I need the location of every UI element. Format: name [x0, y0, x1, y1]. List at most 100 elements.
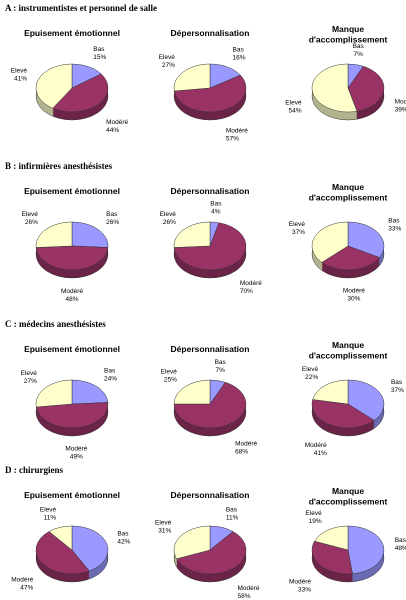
- value-label: 58%: [238, 593, 251, 600]
- category-label: Modéré: [240, 280, 262, 287]
- value-label: 44%: [106, 127, 119, 134]
- category-label: Elevé: [302, 366, 319, 373]
- pie-slice: [347, 65, 385, 112]
- value-label: 27%: [24, 378, 37, 385]
- chart-title: Manque d'accomplissement: [309, 340, 388, 361]
- category-label: Modéré: [226, 128, 248, 135]
- category-label: Bas: [215, 359, 227, 366]
- category-label: Elevé: [160, 211, 177, 218]
- category-label: Elevé: [11, 67, 28, 74]
- pie-slice: [35, 402, 109, 429]
- value-label: 48%: [395, 545, 406, 552]
- pie-slice: [48, 525, 73, 551]
- pie-slice: [173, 221, 211, 248]
- chart-title: Epuisement émotionnel: [24, 28, 120, 38]
- value-label: 26%: [106, 219, 119, 226]
- value-label: 41%: [14, 75, 27, 82]
- category-label: Elevé: [22, 211, 39, 218]
- pie-slice: [173, 379, 211, 405]
- section-heading: C : médecins anesthésistes: [5, 319, 106, 329]
- category-label: Elevé: [289, 221, 306, 228]
- pie-slice: [35, 531, 90, 575]
- chart-title: Dépersonnalisation: [171, 28, 250, 38]
- category-label: Bas: [395, 537, 406, 544]
- section-heading: A : instrumentistes et personnel de sall…: [5, 3, 157, 13]
- category-label: Bas: [233, 47, 245, 54]
- pie-slice: [347, 525, 385, 575]
- value-label: 22%: [305, 374, 318, 381]
- category-label: Modéré: [305, 442, 327, 449]
- value-label: 26%: [25, 219, 38, 226]
- pie-slice: [71, 525, 109, 572]
- value-label: 49%: [70, 454, 83, 461]
- value-label: 11%: [226, 514, 239, 521]
- category-label: Bas: [391, 379, 403, 386]
- category-label: Modéré: [65, 446, 87, 453]
- value-label: 47%: [20, 585, 33, 592]
- pie-slice: [71, 379, 109, 405]
- category-label: Modéré: [343, 288, 365, 295]
- chart-title: Dépersonnalisation: [171, 490, 250, 500]
- pie-slice: [173, 74, 247, 113]
- value-label: 26%: [163, 219, 176, 226]
- value-label: 33%: [388, 225, 401, 232]
- value-label: 24%: [104, 376, 117, 383]
- value-label: 68%: [235, 448, 248, 455]
- value-label: 37%: [391, 387, 404, 394]
- pie-slice: [311, 399, 375, 429]
- value-label: 4%: [211, 208, 221, 215]
- value-label: 37%: [292, 229, 305, 236]
- chart-title: Dépersonnalisation: [171, 344, 250, 354]
- category-label: Modéré: [11, 577, 33, 584]
- value-label: 33%: [298, 586, 311, 593]
- category-label: Modéré: [106, 119, 128, 126]
- chart-title: Dépersonnalisation: [171, 186, 250, 196]
- section-heading: B : infirmières anesthésistes: [5, 161, 113, 171]
- chart-title: Manque d'accomplissement: [309, 24, 388, 45]
- value-label: 57%: [226, 136, 239, 143]
- pie-slice: [347, 379, 385, 421]
- value-label: 41%: [314, 450, 327, 457]
- category-label: Elevé: [285, 99, 302, 106]
- category-label: Elevé: [305, 510, 322, 517]
- category-label: Modéré: [289, 578, 311, 585]
- value-label: 42%: [117, 538, 130, 545]
- chart-title: Epuisement émotionnel: [24, 344, 120, 354]
- pie-slice: [311, 221, 349, 263]
- pie-slice: [321, 245, 380, 271]
- value-label: 7%: [216, 367, 226, 374]
- pie-slice: [347, 221, 385, 258]
- pie-slice: [35, 63, 73, 109]
- pie-slice: [176, 531, 247, 575]
- category-label: Bas: [210, 200, 222, 207]
- value-label: 48%: [65, 296, 78, 303]
- category-label: Modéré: [238, 585, 260, 592]
- value-label: 27%: [162, 62, 175, 69]
- category-label: Bas: [106, 211, 118, 218]
- pie-slice: [173, 525, 211, 560]
- category-label: Elevé: [40, 506, 57, 513]
- category-label: Modéré: [395, 98, 406, 105]
- category-label: Bas: [117, 530, 129, 537]
- pie-slice: [173, 222, 247, 271]
- pie-slice: [312, 379, 349, 405]
- chart-title: Manque d'accomplissement: [309, 182, 388, 203]
- pie-slice: [311, 63, 358, 113]
- category-label: Elevé: [161, 368, 178, 375]
- pie-slice: [35, 245, 109, 271]
- pie-slice: [35, 221, 73, 248]
- value-label: 54%: [289, 107, 302, 114]
- value-label: 19%: [309, 518, 322, 525]
- category-label: Bas: [388, 217, 400, 224]
- category-label: Elevé: [21, 370, 38, 377]
- value-label: 31%: [158, 527, 171, 534]
- pie-slice: [314, 525, 349, 551]
- pie-slice: [71, 221, 109, 248]
- category-label: Elevé: [155, 519, 172, 526]
- chart-title: Manque d'accomplissement: [309, 486, 388, 507]
- pie-slice: [173, 63, 211, 92]
- value-label: 16%: [233, 55, 246, 62]
- pie-slice: [173, 381, 247, 429]
- category-label: Bas: [353, 43, 365, 50]
